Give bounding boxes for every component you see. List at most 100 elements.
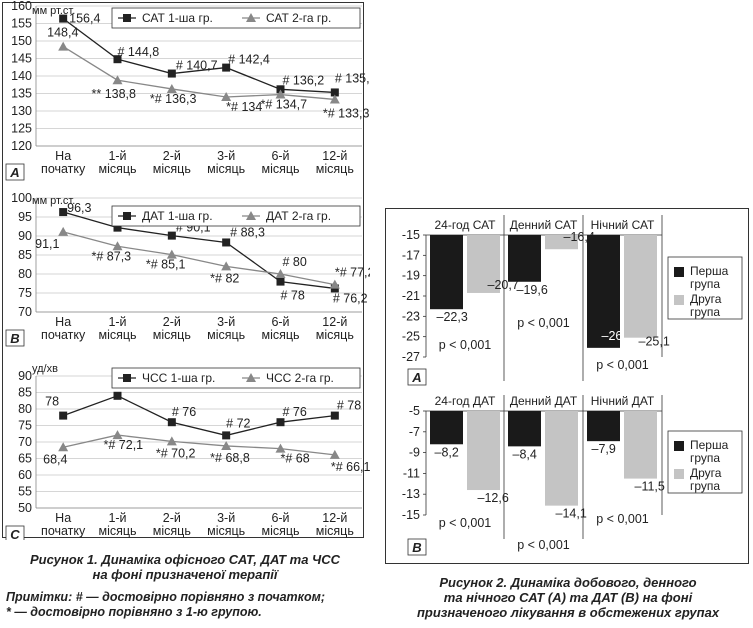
figure2-caption-line1: Рисунок 2. Динаміка добового, денного: [439, 575, 697, 590]
data-label: *# 134,7: [261, 98, 308, 112]
legend-label-word2: група: [690, 277, 720, 291]
data-label: –8,4: [513, 447, 537, 461]
data-label: # 80: [283, 255, 307, 269]
y-tick-label: -7: [409, 425, 420, 439]
data-point-series-1: [113, 391, 122, 400]
y-tick-label: 90: [18, 229, 32, 243]
bar-2-2: [545, 235, 578, 250]
x-tick-label: місяць: [316, 524, 354, 538]
data-label: –19,6: [517, 283, 548, 297]
figure1-note-line2: * — достовірно порівняно з 1-ю групою.: [6, 605, 262, 619]
y-tick-label: -13: [402, 487, 420, 501]
data-point-series-1: [167, 69, 176, 78]
data-point-series-1: [167, 231, 176, 240]
legend-marker: [123, 14, 131, 22]
figure2-frame: [385, 208, 749, 564]
legend-swatch: [674, 295, 684, 305]
data-label: *# 133,3: [323, 106, 370, 120]
x-tick-label: місяць: [316, 328, 354, 342]
y-tick-label: 120: [11, 139, 32, 153]
y-tick-label: 85: [18, 248, 32, 262]
x-tick-label: місяць: [98, 328, 136, 342]
bar-1-1: [430, 235, 463, 310]
legend-label-word2: група: [690, 305, 720, 319]
data-label: –7,9: [592, 442, 616, 456]
legend-box: [111, 205, 361, 227]
legend-label-word1: Перша: [690, 264, 729, 278]
group-header: 24-год САТ: [434, 218, 496, 232]
p-value: p < 0,001: [596, 358, 649, 372]
p-value: p < 0,001: [517, 316, 570, 330]
data-point-series-2: [58, 226, 69, 236]
chart-fig1a: 120 125 130 135 140 145 150 155 160 мм рт.ст. Напо…: [5, 0, 370, 181]
data-label: # 78: [281, 289, 305, 303]
data-label: # 78: [337, 399, 361, 413]
y-tick-label: -19: [402, 269, 420, 283]
x-tick-label: 1-й: [108, 149, 126, 163]
data-label: –11,5: [635, 480, 665, 494]
data-point-series-2: [221, 261, 232, 271]
x-tick-label: місяць: [207, 328, 245, 342]
data-label: 91,1: [35, 237, 59, 251]
y-tick-label: 65: [18, 452, 32, 466]
figure1-caption-line2: на фоні призначеної терапії: [92, 567, 278, 582]
data-label: 148,4: [47, 26, 78, 40]
group-header: Денний ДАТ: [510, 394, 578, 408]
legend-box: [111, 367, 361, 389]
legend-marker: [123, 374, 131, 382]
legend-label-word2: група: [690, 451, 720, 465]
x-tick-label: початку: [41, 328, 86, 342]
y-tick-label: 75: [18, 286, 32, 300]
x-tick-label: місяць: [207, 162, 245, 176]
panel-label: A: [9, 165, 19, 180]
data-point-series-1: [59, 411, 68, 420]
y-tick-label: 150: [11, 34, 32, 48]
p-value: p < 0,001: [439, 516, 492, 530]
data-point-series-1: [276, 418, 285, 427]
figure2-caption-line2: та нічного САТ (А) та ДАТ (В) на фоні: [443, 590, 693, 605]
x-tick-label: 6-й: [271, 149, 289, 163]
figure2-caption-line3: призначеного лікування в обстежених груп…: [416, 605, 720, 620]
data-label: *# 68: [281, 452, 310, 466]
y-tick-label: 75: [18, 419, 32, 433]
y-tick-label: 95: [18, 210, 32, 224]
data-label: # 88,3: [230, 225, 265, 239]
data-point-series-1: [113, 55, 122, 64]
legend-swatch: [674, 469, 684, 479]
bar-1-3: [587, 411, 620, 442]
data-point-series-2: [221, 92, 232, 101]
x-tick-label: 6-й: [271, 511, 289, 525]
y-tick-label: 85: [18, 386, 32, 400]
data-point-series-1: [167, 418, 176, 427]
legend-label-word1: Друга: [690, 466, 722, 480]
legend-marker: [123, 212, 131, 220]
x-tick-label: початку: [41, 524, 86, 538]
y-tick-label: 60: [18, 468, 32, 482]
data-point-series-2: [329, 449, 340, 459]
data-point-series-2: [58, 442, 69, 452]
bar-2-3: [624, 411, 657, 479]
legend-label: САТ 2-га гр.: [266, 11, 331, 25]
p-value: p < 0,001: [439, 338, 492, 352]
x-tick-label: 3-й: [217, 315, 235, 329]
series-line-2: [62, 46, 335, 101]
legend-label-word1: Друга: [690, 292, 722, 306]
x-tick-label: На: [55, 511, 71, 525]
legend-box: [111, 7, 361, 29]
x-tick-label: 3-й: [217, 511, 235, 525]
data-point-series-2: [112, 430, 123, 440]
x-tick-label: 12-й: [322, 149, 347, 163]
data-label: *# 85,1: [146, 258, 186, 272]
y-axis-label: уд/хв: [32, 363, 58, 375]
x-tick-label: місяць: [98, 524, 136, 538]
y-tick-label: 90: [18, 369, 32, 383]
series-line-1: [62, 18, 335, 94]
legend-label: ДАТ 2-га гр.: [266, 209, 331, 223]
x-tick-label: місяць: [261, 524, 299, 538]
data-label: 156,4: [69, 12, 100, 26]
x-tick-label: місяць: [153, 524, 191, 538]
data-label: # 136,2: [283, 73, 325, 87]
panel-label-box: [5, 525, 25, 540]
